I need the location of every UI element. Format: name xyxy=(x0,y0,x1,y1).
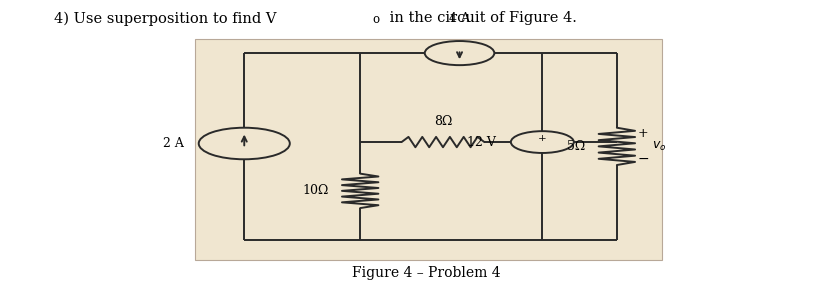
Text: 10Ω: 10Ω xyxy=(302,184,328,197)
Text: o: o xyxy=(372,13,380,26)
Text: +: + xyxy=(538,134,546,143)
Text: 4 A: 4 A xyxy=(448,12,470,25)
Text: +: + xyxy=(637,127,648,140)
Text: 4) Use superposition to find V: 4) Use superposition to find V xyxy=(54,11,276,26)
Text: Figure 4 – Problem 4: Figure 4 – Problem 4 xyxy=(351,266,500,280)
Text: 5Ω: 5Ω xyxy=(566,140,585,153)
Text: in the circuit of Figure 4.: in the circuit of Figure 4. xyxy=(385,11,576,26)
Text: 12 V: 12 V xyxy=(466,135,495,149)
FancyBboxPatch shape xyxy=(194,39,662,260)
Text: 2 A: 2 A xyxy=(163,137,184,150)
Text: $v_o$: $v_o$ xyxy=(651,140,665,153)
Text: 8Ω: 8Ω xyxy=(433,115,452,128)
Text: −: − xyxy=(637,152,648,166)
